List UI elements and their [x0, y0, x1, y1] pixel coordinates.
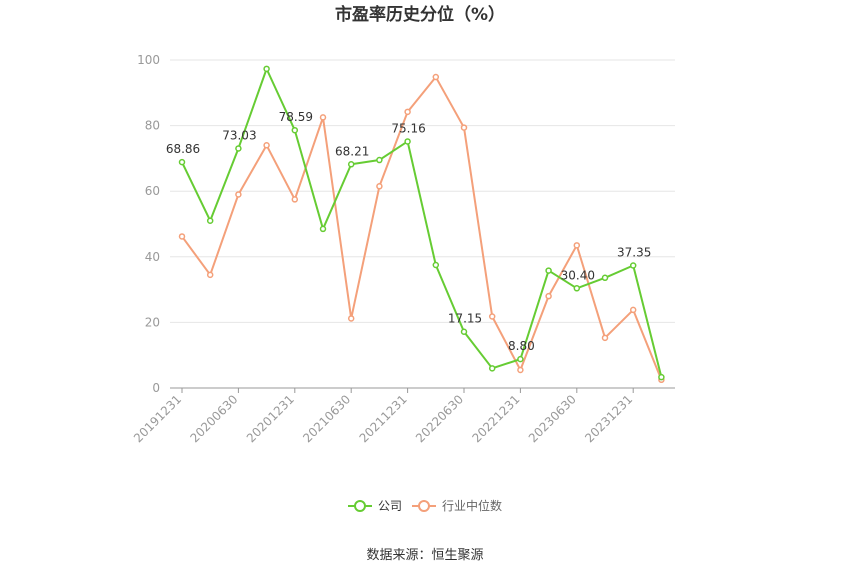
data-point: [263, 65, 270, 73]
data-label: 68.86: [166, 142, 200, 156]
data-point: [404, 108, 411, 116]
data-point: [517, 366, 524, 374]
grid-lines: [170, 59, 675, 323]
x-tick-label: 20210630: [300, 392, 353, 445]
legend-label-company: 公司: [378, 499, 402, 513]
data-point: [601, 334, 609, 342]
x-tick-label: 20231231: [582, 392, 635, 445]
legend-item-industry[interactable]: 行业中位数: [412, 498, 502, 513]
data-point: [573, 285, 581, 292]
y-tick-label: 40: [145, 250, 160, 264]
data-point: [291, 196, 299, 203]
data-point: [488, 313, 496, 320]
data-point: [319, 225, 327, 233]
legend[interactable]: 公司 行业中位数: [348, 498, 502, 513]
data-point: [629, 262, 637, 269]
data-label: 8.80: [508, 339, 535, 353]
data-label: 30.40: [561, 268, 595, 282]
data-label: 75.16: [391, 121, 425, 135]
data-point: [347, 315, 355, 322]
legend-item-company[interactable]: 公司: [348, 499, 402, 513]
data-point: [460, 328, 468, 335]
data-point: [432, 261, 440, 269]
data-label: 17.15: [448, 312, 482, 326]
data-point: [376, 183, 383, 190]
data-point: [206, 217, 214, 224]
data-label: 68.21: [335, 144, 369, 158]
legend-marker-company: [354, 500, 366, 512]
series-line-1: [181, 76, 663, 381]
series-line-0: [181, 67, 663, 378]
data-point: [460, 124, 468, 131]
legend-marker-industry: [418, 500, 430, 512]
data-point: [629, 306, 637, 314]
y-tick-label: 20: [145, 315, 160, 329]
data-point: [545, 267, 552, 274]
data-point: [319, 114, 327, 121]
y-tick-label: 100: [137, 53, 160, 67]
data-point: [347, 161, 355, 168]
y-tick-label: 60: [145, 184, 160, 198]
data-point: [404, 138, 411, 145]
x-tick-label: 20201231: [244, 392, 297, 445]
data-point: [573, 242, 581, 249]
x-axis: 20191231 20200630 20201231 20210630 20211231…: [131, 387, 675, 445]
data-point: [376, 156, 383, 164]
data-point: [235, 191, 242, 198]
data-point: [658, 373, 665, 381]
y-tick-label: 80: [145, 119, 160, 133]
x-tick-label: 20191231: [131, 392, 184, 445]
data-point: [178, 233, 186, 240]
x-tick-label: 20220630: [413, 392, 466, 445]
legend-label-industry: 行业中位数: [442, 498, 502, 513]
data-label: 78.59: [279, 110, 313, 124]
data-label: 73.03: [222, 128, 256, 142]
data-label: 37.35: [617, 245, 651, 259]
data-point: [432, 73, 440, 81]
y-axis-ticks: 0 20 40 60 80 100: [137, 53, 160, 395]
y-tick-label: 0: [152, 381, 160, 395]
data-point: [235, 145, 242, 152]
chart-title: 市盈率历史分位（%）: [335, 4, 505, 25]
data-point: [178, 158, 186, 166]
series-layer: [178, 65, 665, 384]
data-point: [601, 274, 609, 282]
data-point: [488, 365, 496, 372]
x-tick-label: 20211231: [357, 392, 410, 445]
data-point: [291, 126, 299, 134]
data-source: 数据来源：恒生聚源: [366, 548, 483, 563]
x-tick-label: 20221231: [469, 392, 522, 445]
x-tick-label: 20200630: [187, 392, 240, 445]
data-point: [545, 292, 552, 300]
data-point: [517, 355, 524, 363]
data-point: [206, 271, 214, 279]
data-labels: 68.86 73.03 78.59 68.21 75.16 17.15 8.80 30.40 3…: [166, 110, 652, 353]
data-point: [263, 142, 270, 149]
x-tick-label: 20230630: [526, 392, 579, 445]
